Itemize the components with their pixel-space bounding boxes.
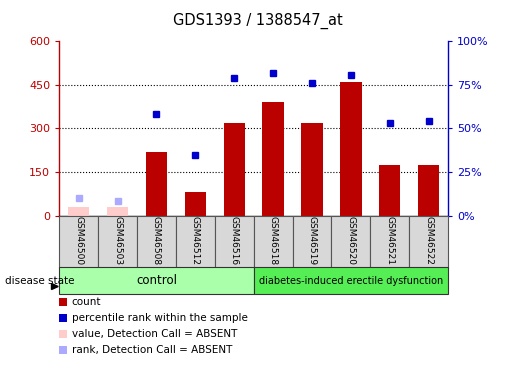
Bar xyxy=(59,267,253,294)
Text: rank, Detection Call = ABSENT: rank, Detection Call = ABSENT xyxy=(72,345,232,355)
Bar xyxy=(370,216,409,268)
Bar xyxy=(137,216,176,268)
Text: GSM46500: GSM46500 xyxy=(74,216,83,266)
Text: value, Detection Call = ABSENT: value, Detection Call = ABSENT xyxy=(72,329,237,339)
Text: GDS1393 / 1388547_at: GDS1393 / 1388547_at xyxy=(173,13,342,29)
Text: GSM46519: GSM46519 xyxy=(307,216,316,266)
Text: GSM46512: GSM46512 xyxy=(191,216,200,266)
Bar xyxy=(418,165,439,216)
Polygon shape xyxy=(52,284,58,290)
Bar xyxy=(301,123,323,216)
Bar xyxy=(215,216,253,268)
Text: GSM46522: GSM46522 xyxy=(424,216,433,265)
Bar xyxy=(340,82,362,216)
Bar xyxy=(224,123,245,216)
Text: disease state: disease state xyxy=(5,276,75,285)
Bar xyxy=(98,216,137,268)
Bar xyxy=(184,192,206,216)
Text: GSM46503: GSM46503 xyxy=(113,216,122,266)
Bar xyxy=(68,207,90,216)
Bar xyxy=(253,216,293,268)
Text: GSM46521: GSM46521 xyxy=(385,216,394,266)
Text: GSM46520: GSM46520 xyxy=(347,216,355,266)
Bar xyxy=(262,102,284,216)
Bar xyxy=(107,207,128,216)
Text: control: control xyxy=(136,274,177,287)
Text: GSM46518: GSM46518 xyxy=(269,216,278,266)
Bar xyxy=(253,267,448,294)
Text: GSM46508: GSM46508 xyxy=(152,216,161,266)
Text: count: count xyxy=(72,297,101,307)
Bar xyxy=(176,216,215,268)
Text: percentile rank within the sample: percentile rank within the sample xyxy=(72,313,248,323)
Bar xyxy=(379,165,401,216)
Bar xyxy=(184,207,206,216)
Text: GSM46516: GSM46516 xyxy=(230,216,238,266)
Bar xyxy=(146,152,167,216)
Bar xyxy=(293,216,332,268)
Text: diabetes-induced erectile dysfunction: diabetes-induced erectile dysfunction xyxy=(259,276,443,286)
Bar xyxy=(409,216,448,268)
Bar xyxy=(332,216,370,268)
Bar xyxy=(59,216,98,268)
